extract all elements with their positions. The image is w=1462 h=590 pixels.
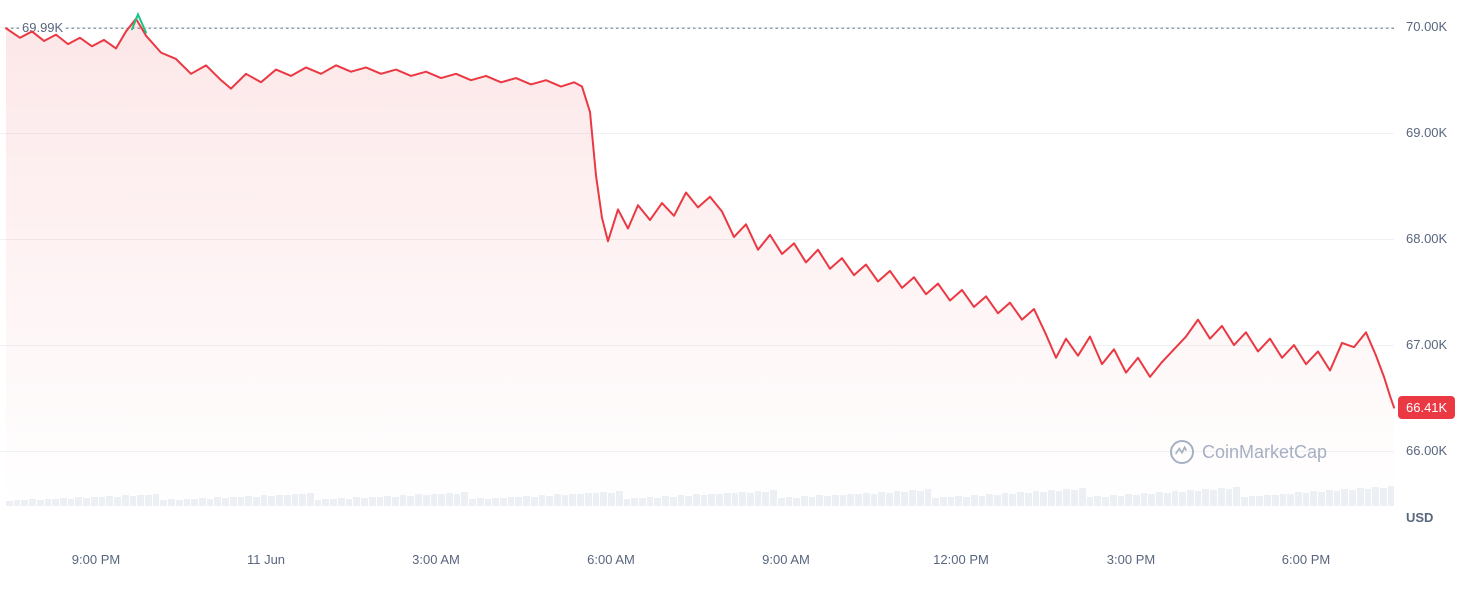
x-axis-tick-label: 11 Jun xyxy=(247,552,285,567)
x-axis-tick-label: 3:00 AM xyxy=(412,552,460,567)
y-axis-tick-label: 70.00K xyxy=(1406,19,1447,34)
y-axis-tick-label: 66.00K xyxy=(1406,443,1447,458)
price-line xyxy=(0,0,1398,508)
watermark: CoinMarketCap xyxy=(1170,440,1327,464)
price-chart: 69.99K 70.00K69.00K68.00K67.00K66.00K 66… xyxy=(0,0,1462,590)
x-axis-tick-label: 6:00 AM xyxy=(587,552,635,567)
x-axis-tick-label: 6:00 PM xyxy=(1282,552,1330,567)
coinmarketcap-logo-icon xyxy=(1170,440,1194,464)
watermark-text: CoinMarketCap xyxy=(1202,442,1327,463)
y-axis-tick-label: 67.00K xyxy=(1406,337,1447,352)
current-price-badge: 66.41K xyxy=(1398,396,1455,419)
y-axis-tick-label: 68.00K xyxy=(1406,231,1447,246)
x-axis-tick-label: 12:00 PM xyxy=(933,552,989,567)
x-axis-tick-label: 9:00 AM xyxy=(762,552,810,567)
x-axis-tick-label: 9:00 PM xyxy=(72,552,120,567)
volume-bars xyxy=(6,476,1394,506)
x-axis-tick-label: 3:00 PM xyxy=(1107,552,1155,567)
currency-label: USD xyxy=(1406,510,1433,525)
y-axis-tick-label: 69.00K xyxy=(1406,125,1447,140)
